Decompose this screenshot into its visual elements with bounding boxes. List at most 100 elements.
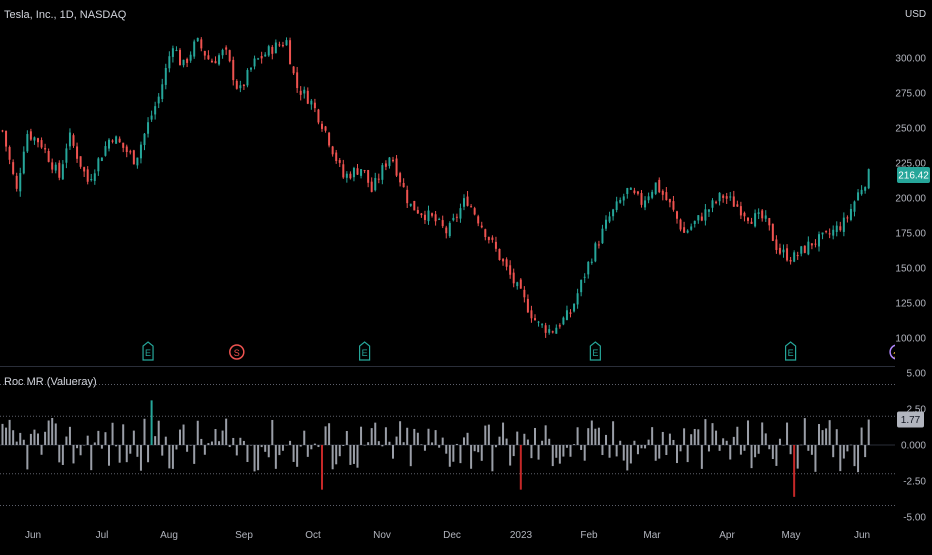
candle-body — [729, 196, 732, 198]
candle-body — [19, 173, 22, 192]
roc-bar — [864, 445, 867, 458]
candle-body — [381, 165, 384, 180]
candle-body — [200, 39, 203, 49]
roc-bar — [743, 445, 746, 451]
roc-bar — [530, 445, 533, 459]
candle-body — [505, 259, 508, 267]
earnings-marker[interactable] — [359, 341, 371, 361]
roc-bar — [321, 445, 323, 490]
candle-body — [615, 201, 618, 210]
indicator-axis[interactable]: 5.00 2.50 0.000 -2.50 -5.00 — [895, 367, 932, 524]
roc-bar — [846, 445, 849, 452]
roc-bar — [526, 439, 529, 445]
candle-body — [79, 156, 82, 167]
candle-body — [370, 181, 373, 192]
roc-bar — [594, 428, 597, 445]
roc-bar — [8, 419, 11, 445]
candle-body — [157, 96, 160, 104]
time-axis[interactable]: Jun Jul Aug Sep Oct Nov Dec 2023 Feb Mar Apr May Jun — [0, 522, 932, 550]
roc-bar — [147, 445, 150, 463]
candle-body — [317, 109, 320, 123]
candle-body — [544, 325, 547, 333]
roc-bar — [810, 445, 813, 455]
roc-bar — [413, 428, 416, 445]
roc-bar — [654, 445, 657, 461]
candle-body — [704, 209, 707, 221]
time-tick-label: Oct — [305, 530, 321, 541]
candle-body — [90, 178, 93, 181]
roc-bar — [40, 445, 43, 455]
earnings-marker[interactable] — [785, 341, 797, 361]
candle-body — [534, 318, 536, 321]
candle-body — [253, 58, 256, 67]
roc-bar — [835, 429, 838, 445]
roc-bar — [200, 438, 203, 445]
roc-bar — [264, 445, 267, 452]
roc-bar — [97, 430, 100, 445]
candle-body — [427, 210, 430, 222]
candle-body — [580, 279, 583, 293]
roc-bar — [775, 445, 778, 466]
candle-body — [519, 279, 522, 289]
candle-body — [413, 200, 416, 211]
roc-bar — [853, 445, 856, 467]
roc-bar — [640, 445, 643, 449]
earnings-marker[interactable] — [142, 341, 154, 361]
candle-body — [271, 47, 274, 54]
time-axis-bg[interactable] — [0, 522, 932, 550]
candle-body — [839, 226, 842, 231]
candle-body — [395, 158, 398, 176]
roc-bar — [665, 445, 668, 455]
roc-bar — [786, 422, 789, 445]
candle-body — [5, 130, 8, 147]
event-earnings-icon[interactable]: E — [359, 341, 371, 361]
roc-bar — [196, 420, 199, 445]
candle-body — [516, 282, 519, 287]
candle-body — [338, 160, 341, 163]
roc-bar — [296, 445, 299, 467]
candle-body — [399, 173, 402, 183]
roc-bar — [548, 438, 551, 445]
candle-body — [644, 200, 647, 208]
event-earnings-icon[interactable]: E — [785, 341, 797, 361]
roc-bar — [661, 431, 664, 445]
candle-body — [438, 218, 441, 220]
symbol-title: Tesla, Inc., 1D, NASDAQ — [4, 9, 127, 21]
event-dividend-icon[interactable]: S — [229, 344, 245, 360]
roc-bar — [711, 423, 714, 445]
roc-bar — [324, 426, 327, 445]
candle-body — [477, 216, 480, 224]
earnings-marker[interactable] — [589, 341, 601, 361]
candle-body — [676, 211, 678, 219]
candle-body — [537, 321, 540, 323]
candle-body — [328, 132, 331, 146]
candle-body — [196, 37, 199, 42]
event-earnings-icon[interactable]: E — [589, 341, 601, 361]
time-tick-label: Nov — [373, 530, 391, 541]
roc-bar — [626, 445, 629, 471]
candle-body — [356, 168, 359, 175]
indicator-title: Roc MR (Valueray) — [4, 376, 97, 388]
roc-bar — [761, 422, 764, 445]
last-price-badge — [897, 167, 930, 184]
indicator-axis-bg[interactable] — [895, 367, 932, 522]
candle-body — [810, 243, 813, 246]
candle-body — [409, 203, 412, 206]
dividend-marker[interactable] — [229, 344, 245, 360]
candle-body — [573, 303, 576, 312]
roc-bar — [494, 445, 497, 448]
roc-bar — [725, 440, 728, 445]
roc-bar — [409, 445, 412, 467]
roc-bar — [381, 445, 384, 447]
roc-bar — [803, 418, 806, 445]
candle-body — [267, 46, 270, 56]
roc-bar — [86, 435, 89, 445]
event-earnings-icon[interactable]: E — [142, 341, 154, 361]
roc-bar — [452, 445, 455, 462]
candle-body — [590, 261, 593, 263]
price-tick-label: 175.00 — [895, 229, 926, 240]
price-tick-label: 100.00 — [895, 334, 926, 345]
roc-bar — [399, 421, 402, 445]
